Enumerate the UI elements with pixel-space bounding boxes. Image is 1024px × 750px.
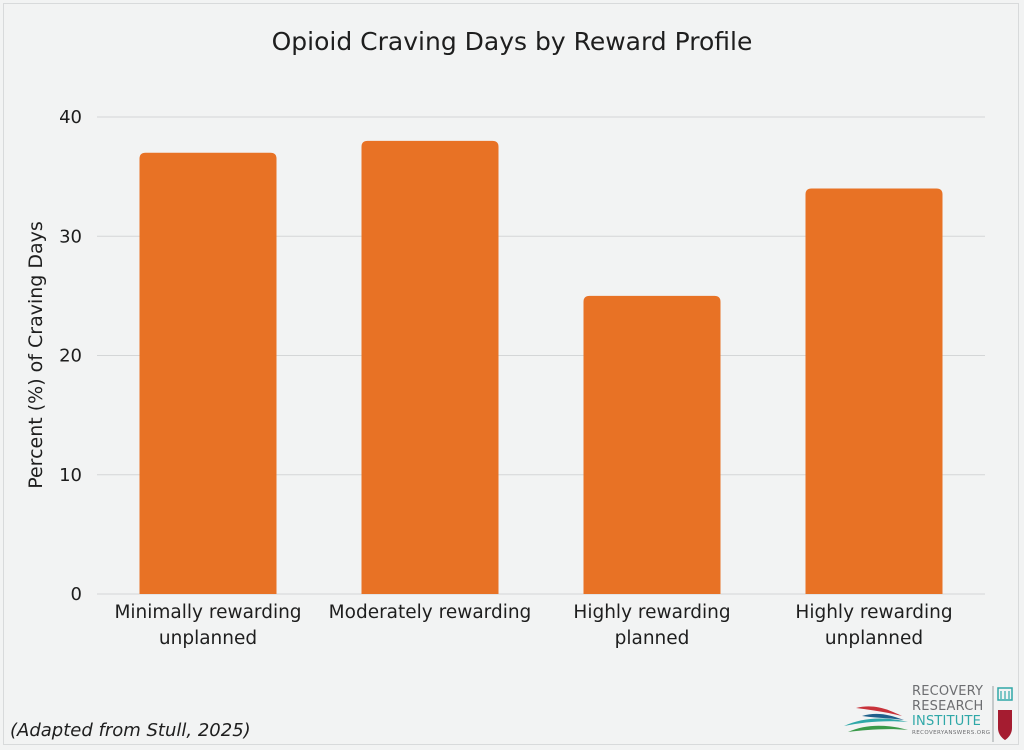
y-tick-label: 10 [59,465,82,486]
chart-frame [3,3,1019,745]
recovery-research-institute-logo: RECOVERY RESEARCH INSTITUTE RECOVERYANSW… [842,684,1020,746]
y-tick-label: 30 [59,226,82,247]
y-tick-label: 0 [71,584,82,605]
shield-icon [992,686,1013,742]
bar-3 [583,295,721,594]
y-axis-label: Percent (%) of Craving Days [25,221,47,489]
source-footnote: (Adapted from Stull, 2025) [10,720,251,741]
bar-1 [139,152,277,594]
chart-title: Opioid Craving Days by Reward Profile [272,27,753,56]
logo-line-2: RESEARCH [912,699,984,714]
logo-text: RECOVERY RESEARCH INSTITUTE RECOVERYANSW… [912,684,990,737]
y-tick-label: 40 [59,107,82,128]
logo-swoosh-icon [844,706,908,732]
x-category-label: Moderately rewarding [329,602,532,623]
x-category-label: Minimally rewarding [114,602,301,623]
x-category-label: unplanned [825,628,923,649]
x-category-label: unplanned [159,628,257,649]
logo-line-3: INSTITUTE [912,714,981,729]
bar-4 [805,188,943,595]
bar-2 [361,140,499,594]
x-category-label: Highly rewarding [795,602,952,623]
y-tick-label: 20 [59,346,82,367]
x-category-label: Highly rewarding [573,602,730,623]
x-category-label: planned [615,628,690,649]
logo-url: RECOVERYANSWERS.ORG [912,730,991,736]
logo-line-1: RECOVERY [912,684,984,699]
